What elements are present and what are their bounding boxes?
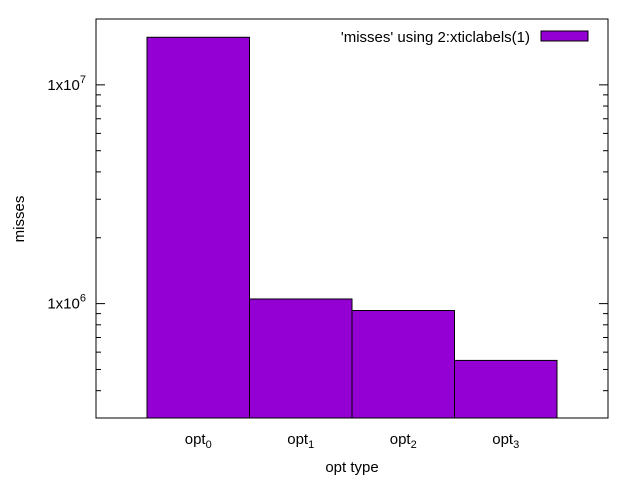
bars bbox=[146, 36, 558, 419]
bar-2 bbox=[351, 310, 455, 419]
y-minor-ticks bbox=[96, 18, 608, 419]
x-tick-label-1: opt1 bbox=[287, 431, 314, 451]
legend-label: 'misses' using 2:xticlabels(1) bbox=[341, 29, 530, 46]
y-tick-label-0: 1x106 bbox=[47, 293, 86, 313]
bar-3 bbox=[454, 359, 558, 419]
plot-frame bbox=[95, 18, 609, 419]
bar-1 bbox=[249, 298, 353, 419]
x-axis-title: opt type bbox=[325, 459, 378, 476]
bar-0 bbox=[146, 36, 250, 419]
x-tick-label-0: opt0 bbox=[185, 431, 212, 451]
y-major-ticks bbox=[96, 84, 608, 305]
y-axis-title: misses bbox=[11, 196, 28, 243]
y-tick-labels: 1x106 1x107 bbox=[47, 74, 86, 313]
legend-swatch bbox=[540, 30, 589, 42]
legend: 'misses' using 2:xticlabels(1) bbox=[341, 29, 589, 46]
x-tick-label-2: opt2 bbox=[390, 431, 417, 451]
y-tick-label-1: 1x107 bbox=[47, 74, 86, 94]
x-tick-label-3: opt3 bbox=[492, 431, 519, 451]
x-tick-labels: opt0 opt1 opt2 opt3 bbox=[185, 431, 519, 451]
